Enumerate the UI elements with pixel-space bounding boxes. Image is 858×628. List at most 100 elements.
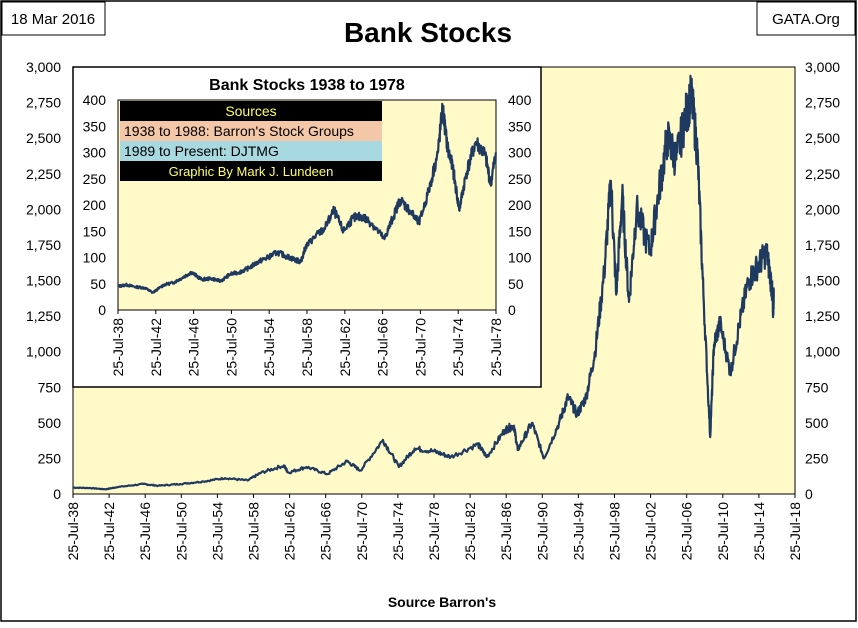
main-y-tick-left-label: 1,500 (26, 273, 61, 289)
inset-y-tick-left-label: 300 (83, 145, 107, 161)
main-x-tick-label: 25-Jul-42 (101, 502, 117, 561)
inset-y-axis-right: 0 50 100 150 200 250 300 350 400 (508, 92, 532, 318)
inset-x-tick-label: 25-Jul-70 (412, 318, 428, 377)
main-x-tick-label: 25-Jul-94 (570, 502, 586, 561)
inset-y-tick-right-label: 200 (508, 197, 532, 213)
inset-x-tick-label: 25-Jul-78 (488, 318, 504, 377)
source-line-3-bg (120, 161, 382, 181)
main-y-tick-left-label: 2,750 (26, 95, 61, 111)
inset-y-tick-right-label: 150 (508, 223, 532, 239)
main-y-tick-left-label: 250 (38, 450, 62, 466)
main-chart-title: Bank Stocks (344, 17, 512, 48)
source-line-2-bg (120, 141, 382, 161)
main-y-tick-left-label: 0 (53, 486, 61, 502)
main-x-tick-label: 25-Jul-70 (354, 502, 370, 561)
inset-y-tick-right-label: 400 (508, 92, 532, 108)
inset-y-tick-left-label: 150 (83, 223, 107, 239)
main-x-tick-label: 25-Jul-46 (137, 502, 153, 561)
main-x-tick-label: 25-Jul-06 (679, 502, 695, 561)
main-y-tick-right-label: 1,750 (805, 237, 840, 253)
main-x-tick-label: 25-Jul-58 (246, 502, 262, 561)
main-x-tick-label: 25-Jul-82 (462, 502, 478, 561)
inset-y-axis-left: 0 50 100 150 200 250 300 350 400 (83, 92, 107, 318)
inset-x-tick-label: 25-Jul-54 (261, 318, 277, 377)
main-x-tick-label: 25-Jul-98 (607, 502, 623, 561)
main-y-tick-left-label: 500 (38, 415, 62, 431)
inset-x-tick-label: 25-Jul-62 (337, 318, 353, 377)
inset-x-tick-label: 25-Jul-58 (299, 318, 315, 377)
date-label: 18 Mar 2016 (11, 11, 95, 28)
sources-box: Sources 1938 to 1988: Barron's Stock Gro… (120, 101, 382, 181)
inset-y-tick-left-label: 200 (83, 197, 107, 213)
sources-header-bg (120, 101, 382, 121)
main-y-tick-left-label: 1,000 (26, 344, 61, 360)
inset-x-tick-label: 25-Jul-42 (148, 318, 164, 377)
main-x-axis: 25-Jul-38 25-Jul-42 25-Jul-46 25-Jul-50 25-J… (65, 494, 803, 560)
inset-y-tick-right-label: 300 (508, 145, 532, 161)
main-y-tick-right-label: 500 (805, 415, 829, 431)
main-x-axis-label: Source Barron's (388, 594, 497, 610)
main-y-tick-right-label: 2,500 (805, 130, 840, 146)
main-y-tick-right-label: 1,250 (805, 308, 840, 324)
inset-y-tick-right-label: 100 (508, 250, 532, 266)
inset-y-tick-right-label: 350 (508, 118, 532, 134)
inset-x-tick-label: 25-Jul-74 (450, 318, 466, 377)
inset-y-tick-left-label: 0 (98, 302, 106, 318)
inset-y-tick-right-label: 50 (508, 276, 524, 292)
inset-y-tick-right-label: 0 (508, 302, 516, 318)
main-x-tick-label: 25-Jul-86 (498, 502, 514, 561)
main-y-tick-right-label: 2,250 (805, 166, 840, 182)
inset-y-tick-left-label: 400 (83, 92, 107, 108)
inset-x-tick-label: 25-Jul-38 (110, 318, 126, 377)
main-x-tick-label: 25-Jul-62 (282, 502, 298, 561)
main-y-tick-right-label: 2,000 (805, 201, 840, 217)
main-y-tick-left-label: 3,000 (26, 59, 61, 75)
inset-chart-title: Bank Stocks 1938 to 1978 (209, 77, 405, 94)
main-y-tick-right-label: 2,750 (805, 95, 840, 111)
inset-y-tick-right-label: 250 (508, 171, 532, 187)
main-y-tick-right-label: 3,000 (805, 59, 840, 75)
inset-x-tick-label: 25-Jul-50 (223, 318, 239, 377)
inset-x-axis: 25-Jul-38 25-Jul-42 25-Jul-46 25-Jul-50 25-J… (110, 310, 504, 376)
main-series-line (72, 74, 775, 491)
main-y-tick-right-label: 0 (805, 486, 813, 502)
main-y-tick-left-label: 1,750 (26, 237, 61, 253)
sources-header: Sources (225, 103, 276, 119)
main-y-tick-left-label: 2,250 (26, 166, 61, 182)
main-x-tick-label: 25-Jul-10 (715, 502, 731, 561)
inset-x-tick-label: 25-Jul-66 (375, 318, 391, 377)
inset-x-tick-label: 25-Jul-46 (186, 318, 202, 377)
inset-y-tick-left-label: 250 (83, 171, 107, 187)
main-y-tick-left-label: 2,500 (26, 130, 61, 146)
main-y-tick-right-label: 750 (805, 379, 829, 395)
main-x-tick-label: 25-Jul-50 (173, 502, 189, 561)
source-line-3: Graphic By Mark J. Lundeen (169, 164, 334, 179)
main-y-tick-right-label: 250 (805, 450, 829, 466)
main-y-tick-right-label: 1,500 (805, 273, 840, 289)
main-y-tick-left-label: 2,000 (26, 201, 61, 217)
inset-y-tick-left-label: 100 (83, 250, 107, 266)
source-line-1-bg (120, 121, 382, 141)
main-y-tick-left-label: 1,250 (26, 308, 61, 324)
main-x-tick-label: 25-Jul-18 (787, 502, 803, 561)
inset-series-line (117, 102, 498, 294)
inset-y-tick-left-label: 350 (83, 118, 107, 134)
brand-label: GATA.Org (772, 11, 840, 28)
main-y-tick-left-label: 750 (38, 379, 62, 395)
source-line-2: 1989 to Present: DJTMG (124, 143, 279, 159)
main-x-tick-label: 25-Jul-14 (751, 502, 767, 561)
main-x-tick-label: 25-Jul-38 (65, 502, 81, 561)
main-y-axis-right: 0 250 500 750 1,000 1,250 1,500 1,750 2,000 2,250… (805, 59, 840, 502)
main-x-tick-label: 25-Jul-90 (534, 502, 550, 561)
main-y-tick-right-label: 1,000 (805, 344, 840, 360)
main-x-tick-label: 25-Jul-74 (390, 502, 406, 561)
main-x-tick-label: 25-Jul-78 (426, 502, 442, 561)
brand-box (756, 1, 856, 36)
main-x-tick-label: 25-Jul-54 (209, 502, 225, 561)
main-x-tick-label: 25-Jul-66 (318, 502, 334, 561)
inset-y-tick-left-label: 50 (90, 276, 106, 292)
date-box (1, 1, 106, 36)
main-x-tick-label: 25-Jul-02 (643, 502, 659, 561)
